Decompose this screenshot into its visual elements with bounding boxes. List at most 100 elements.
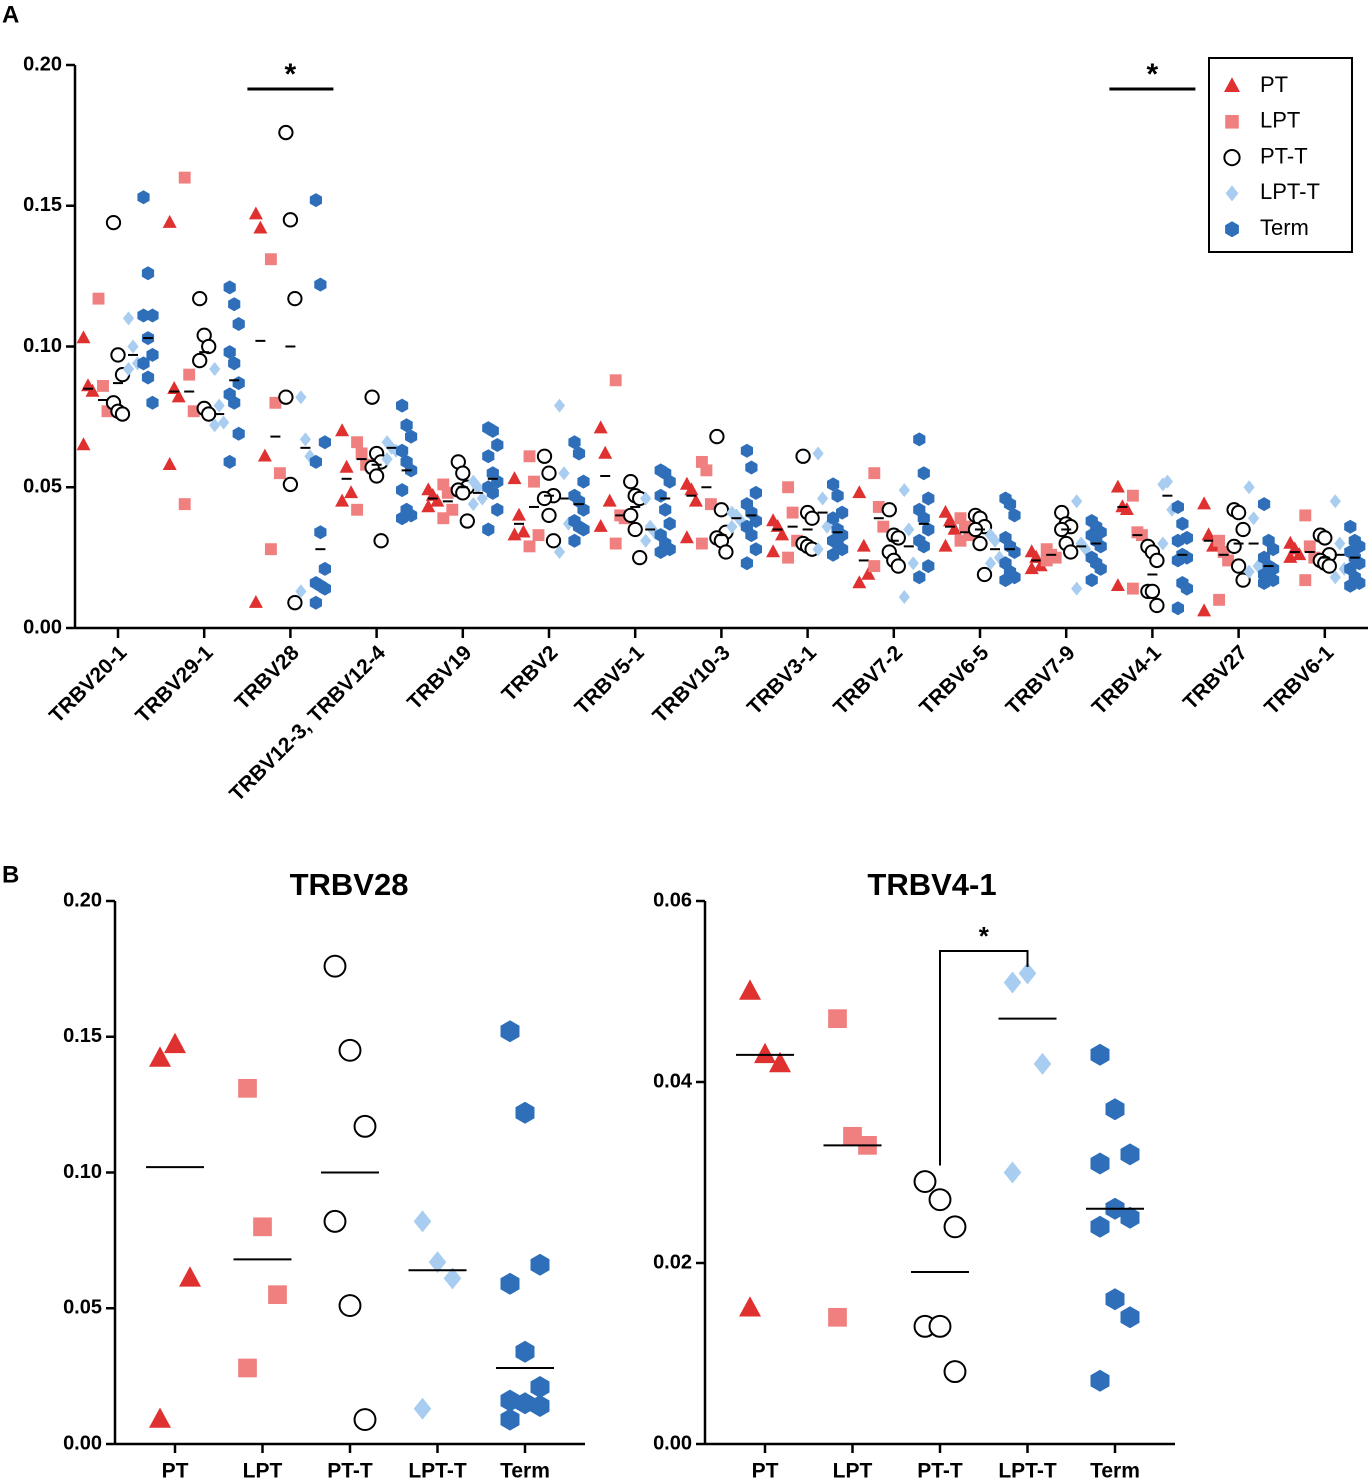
point [947, 521, 962, 535]
point [1161, 474, 1173, 489]
point [299, 432, 311, 447]
panel-label: B [2, 861, 19, 888]
y-tick-label: 0.15 [23, 194, 62, 216]
point [486, 485, 499, 500]
point [295, 584, 307, 599]
point [1217, 546, 1230, 558]
x-tick-label: TRBV7-2 [829, 641, 907, 719]
point [1144, 583, 1161, 600]
point [459, 513, 475, 529]
y-tick-label: 0.02 [653, 1251, 692, 1273]
point [868, 560, 881, 573]
point [828, 1009, 847, 1028]
point [278, 389, 294, 405]
point [827, 477, 840, 492]
point [264, 543, 277, 556]
point [201, 406, 217, 422]
point [943, 1360, 967, 1384]
point [602, 493, 617, 507]
point [446, 503, 459, 516]
point [828, 1307, 847, 1327]
point [201, 338, 217, 355]
legend-label: Term [1260, 215, 1309, 240]
point [688, 493, 703, 507]
point [162, 457, 177, 470]
point [812, 446, 824, 461]
point [396, 443, 409, 458]
point [232, 317, 245, 331]
point [528, 475, 540, 488]
point [228, 395, 241, 410]
point [795, 448, 811, 464]
point [368, 468, 385, 484]
point [1197, 603, 1212, 617]
point [999, 573, 1012, 588]
point [455, 465, 471, 481]
point [1049, 551, 1062, 564]
point [1090, 1215, 1110, 1238]
point [954, 512, 967, 525]
point [1110, 479, 1125, 493]
point [577, 522, 590, 537]
significance-star: * [285, 58, 297, 91]
point [437, 478, 450, 491]
y-tick-label: 0.00 [653, 1432, 692, 1454]
point [396, 483, 409, 498]
point [856, 538, 871, 552]
point [922, 522, 935, 537]
point [593, 519, 608, 532]
point [695, 537, 708, 550]
significance-star: * [1147, 58, 1159, 91]
x-tick-label: Term [1090, 1460, 1140, 1481]
point [627, 521, 643, 538]
point [1085, 573, 1098, 588]
point [713, 502, 730, 518]
point [314, 277, 327, 292]
y-tick-label: 0.00 [23, 616, 62, 638]
legend-label: PT-T [1260, 143, 1308, 168]
point [640, 533, 652, 548]
point [491, 438, 504, 452]
point [1105, 1288, 1125, 1311]
point [541, 507, 557, 524]
point [745, 460, 758, 475]
point [890, 530, 906, 546]
point [745, 528, 758, 543]
point [754, 1042, 776, 1064]
point [162, 214, 177, 228]
point [127, 339, 139, 354]
x-tick-label: PT-T [327, 1460, 373, 1481]
point [1003, 497, 1017, 512]
x-tick-label: PT [752, 1460, 779, 1481]
point [512, 507, 526, 521]
point [1157, 536, 1169, 551]
point [500, 1408, 520, 1431]
point [482, 449, 495, 464]
point [1230, 504, 1247, 521]
point [654, 545, 667, 559]
point [907, 556, 919, 571]
point [238, 1358, 257, 1378]
point [183, 368, 196, 381]
point [679, 530, 694, 544]
x-tick-label: TRBV6-5 [915, 641, 993, 719]
point [278, 124, 294, 141]
point [146, 395, 159, 410]
point [178, 171, 191, 184]
point [609, 537, 622, 550]
point [917, 511, 930, 526]
point [476, 491, 488, 506]
point [1024, 561, 1039, 575]
point [1126, 582, 1139, 595]
point [351, 436, 364, 449]
point [1243, 564, 1255, 579]
point [381, 435, 393, 450]
point [400, 418, 413, 433]
y-tick-label: 0.10 [23, 335, 62, 357]
y-tick-label: 0.10 [63, 1161, 102, 1183]
point [623, 507, 639, 524]
point [455, 485, 471, 501]
point [1230, 558, 1247, 574]
point [223, 280, 236, 295]
point [430, 493, 445, 507]
